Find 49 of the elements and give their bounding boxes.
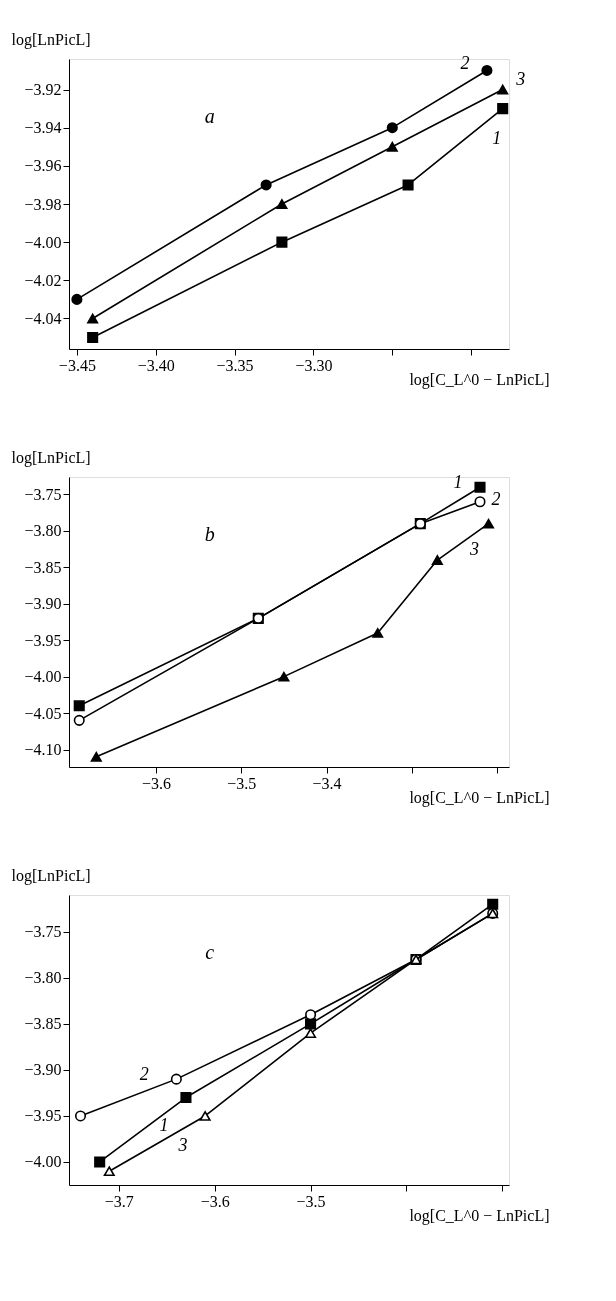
y-axis-title: log[LnPicL] [11,866,91,885]
x-tick-label: −3.30 [295,356,333,374]
y-tick-label: −4.02 [24,271,62,289]
x-tick-label: −3.40 [137,356,175,374]
y-tick-label: −3.90 [24,1061,62,1079]
x-axis-title: log[C_L^0 − LnPicL] [409,1206,550,1225]
y-tick-label: −4.05 [24,704,62,722]
x-tick-label: −3.35 [216,356,254,374]
x-tick-label: −3.7 [104,1192,134,1210]
x-axis-title: log[C_L^0 − LnPicL] [409,370,550,389]
x-tick-label: −3.4 [312,774,342,792]
y-tick-label: −3.95 [24,631,62,649]
y-tick-label: −3.75 [24,923,62,941]
y-axis-title: log[LnPicL] [11,448,91,467]
y-tick-label: −3.96 [24,157,62,175]
x-axis-title: log[C_L^0 − LnPicL] [409,788,550,807]
x-tick-label: −3.45 [58,356,96,374]
y-tick-label: −3.85 [24,558,62,576]
y-tick-label: −4.00 [24,668,62,686]
y-tick-label: −3.90 [24,595,62,613]
series-label: 2 [460,53,470,74]
series-label: 2 [491,488,501,509]
y-tick-label: −4.00 [24,1153,62,1171]
series-label: 3 [177,1134,188,1155]
y-axis-title: log[LnPicL] [11,30,91,49]
series-label: 1 [453,472,463,493]
series-label: 1 [159,1114,169,1135]
annotation: b [204,523,215,545]
annotation: c [205,941,215,963]
y-tick-label: −3.98 [24,195,62,213]
y-tick-label: −4.00 [24,233,62,251]
x-tick-label: −3.5 [227,774,257,792]
x-tick-label: −3.5 [296,1192,326,1210]
series-label: 1 [492,127,502,148]
y-tick-label: −3.75 [24,485,62,503]
series-label: 3 [469,538,480,559]
y-tick-label: −3.80 [24,969,62,987]
y-tick-label: −4.04 [24,309,62,327]
y-tick-label: −3.85 [24,1015,62,1033]
series-label: 3 [515,68,526,89]
y-tick-label: −3.95 [24,1107,62,1125]
series-label: 2 [139,1064,149,1085]
y-tick-label: −3.94 [24,119,62,137]
x-tick-label: −3.6 [200,1192,230,1210]
y-tick-label: −3.92 [24,81,62,99]
x-tick-label: −3.6 [141,774,171,792]
annotation: a [204,105,215,127]
y-tick-label: −3.80 [24,522,62,540]
y-tick-label: −4.10 [24,741,62,759]
